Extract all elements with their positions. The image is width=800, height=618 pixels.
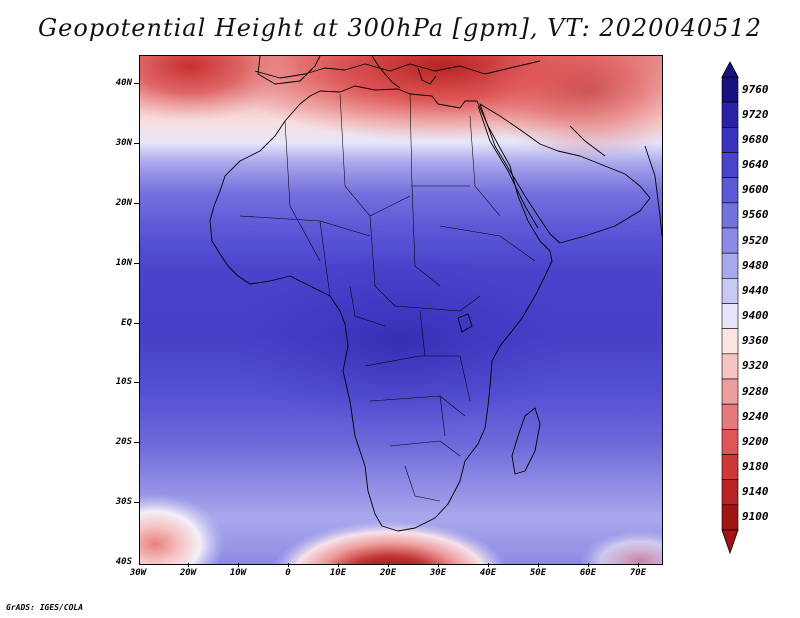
red-sea — [477, 105, 539, 229]
colorbar-swatch — [721, 252, 739, 279]
colorbar-label: 9520 — [742, 233, 769, 247]
lon-tick — [488, 563, 489, 567]
lat-label-30n: 30N — [115, 138, 132, 148]
colorbar-swatch — [721, 152, 739, 178]
colorbar-label: 9360 — [742, 334, 769, 348]
lat-tick — [134, 143, 139, 144]
lat-label-eq: EQ — [121, 318, 132, 328]
coastlines — [209, 56, 662, 532]
lat-label-10n: 10N — [115, 258, 132, 268]
colorbar-label: 9140 — [742, 485, 769, 499]
colorbar-label: 9440 — [742, 283, 769, 297]
credit-text: GrADS: IGES/COLA — [6, 603, 84, 612]
colorbar-swatch — [721, 101, 739, 128]
lon-label-40e: 40E — [479, 568, 497, 578]
lon-label-70e: 70E — [629, 568, 647, 578]
colorbar-bottom-arrow — [721, 529, 739, 555]
lat-tick — [134, 203, 139, 204]
lat-label-20n: 20N — [115, 198, 132, 208]
lon-tick — [388, 563, 389, 567]
lat-tick — [134, 442, 139, 443]
colorbar-swatch — [721, 403, 739, 430]
colorbar-label: 9720 — [742, 107, 769, 121]
colorbar-label: 9240 — [742, 409, 769, 423]
map-panel — [139, 55, 663, 565]
colorbar-swatch — [721, 378, 739, 405]
lon-label-30e: 30E — [429, 568, 447, 578]
lat-tick — [134, 382, 139, 383]
colorbar-swatch — [721, 353, 739, 380]
southern-trough — [272, 521, 508, 564]
lat-tick — [134, 263, 139, 264]
colorbar-label: 9760 — [742, 82, 769, 96]
lon-tick — [538, 563, 539, 567]
lon-tick — [588, 563, 589, 567]
colorbar-label: 9200 — [742, 434, 769, 448]
lon-label-10e: 10E — [329, 568, 347, 578]
colorbar-label: 9100 — [742, 510, 769, 524]
lon-tick — [288, 563, 289, 567]
lake-victoria — [457, 313, 473, 333]
colorbar-label: 9400 — [742, 309, 769, 323]
colorbar-label: 9640 — [742, 158, 769, 172]
colorbar-swatch — [721, 202, 739, 229]
lon-label-30w: 30W — [129, 568, 147, 578]
greece — [417, 67, 437, 85]
lon-tick — [438, 563, 439, 567]
colorbar-label: 9480 — [742, 258, 769, 272]
lat-label-30s: 30S — [115, 497, 132, 507]
lon-label-10w: 10W — [229, 568, 247, 578]
iberia — [257, 56, 321, 85]
persian-gulf — [569, 125, 606, 157]
africa-coastline — [209, 85, 553, 532]
southwest-trough — [140, 494, 225, 564]
arabian-peninsula — [479, 103, 651, 244]
lon-tick — [238, 563, 239, 567]
lat-label-20s: 20S — [115, 437, 132, 447]
lat-tick — [134, 502, 139, 503]
colorbar-swatch — [721, 127, 739, 153]
colorbar-swatch — [721, 454, 739, 480]
madagascar — [511, 407, 541, 475]
lat-label-40s: 40S — [115, 557, 132, 567]
colorbar-label: 9600 — [742, 183, 769, 197]
colorbar-swatch — [721, 278, 739, 304]
equatorial-core — [230, 251, 570, 431]
lat-tick — [134, 83, 139, 84]
lon-label-20w: 20W — [179, 568, 197, 578]
italy — [371, 56, 401, 89]
colorbar-swatch — [721, 303, 739, 329]
colorbar-swatch — [721, 328, 739, 355]
colorbar-swatch — [721, 479, 739, 506]
lon-tick — [188, 563, 189, 567]
colorbar-swatch — [721, 76, 739, 103]
colorbar-top-arrow — [721, 61, 739, 78]
map-canvas — [140, 56, 662, 564]
colorbar-swatch — [721, 177, 739, 204]
lon-tick — [338, 563, 339, 567]
colorbar-label: 9180 — [742, 460, 769, 474]
colorbar-label: 9680 — [742, 132, 769, 146]
lon-tick — [638, 563, 639, 567]
lat-tick — [134, 323, 139, 324]
colorbar-swatch — [721, 429, 739, 455]
lon-label-0: 0 — [285, 568, 291, 578]
europe-coast — [254, 60, 541, 79]
map-title: Geopotential Height at 300hPa [gpm], VT:… — [38, 14, 762, 42]
colorbar-label: 9560 — [742, 208, 769, 222]
lon-label-60e: 60E — [579, 568, 597, 578]
colorbar-label: 9280 — [742, 384, 769, 398]
arabian-high — [480, 56, 662, 161]
country-borders — [239, 93, 536, 502]
lat-label-10s: 10S — [115, 377, 132, 387]
lon-label-20e: 20E — [379, 568, 397, 578]
southeast-trough — [580, 531, 662, 564]
lat-label-40n: 40N — [115, 78, 132, 88]
colorbar-swatch — [721, 227, 739, 254]
colorbar-label: 9320 — [742, 359, 769, 373]
colorbar-swatch — [721, 504, 739, 531]
lon-label-50e: 50E — [529, 568, 547, 578]
india-coast — [644, 145, 662, 237]
